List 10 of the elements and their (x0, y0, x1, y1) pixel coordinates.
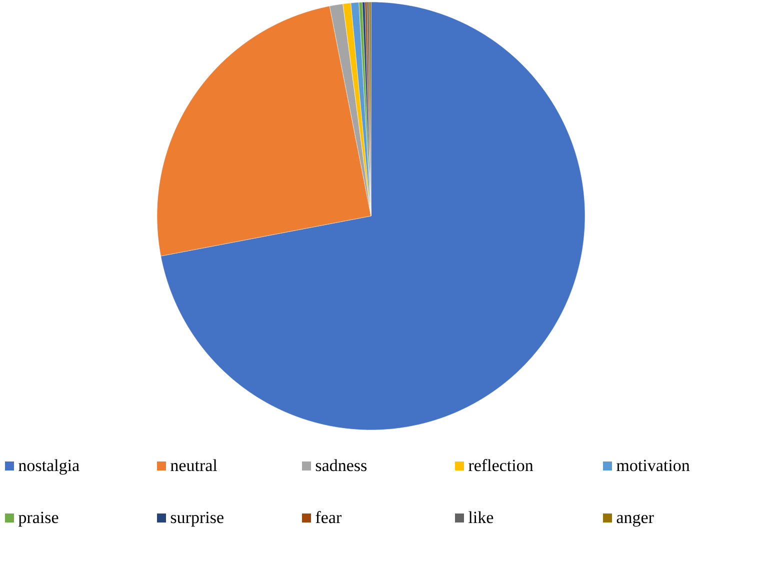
legend-label: anger (616, 514, 654, 527)
legend-label: sadness (316, 459, 367, 472)
legend-label: like (468, 511, 494, 524)
legend-label: reflection (468, 459, 534, 472)
legend-label: surprise (170, 512, 224, 527)
legend-label: motivation (616, 460, 690, 472)
legend-label: neutral (170, 459, 218, 472)
legend-label: fear (316, 511, 342, 524)
legend-label: praise (18, 512, 58, 527)
legend-label: nostalgia (18, 459, 80, 475)
